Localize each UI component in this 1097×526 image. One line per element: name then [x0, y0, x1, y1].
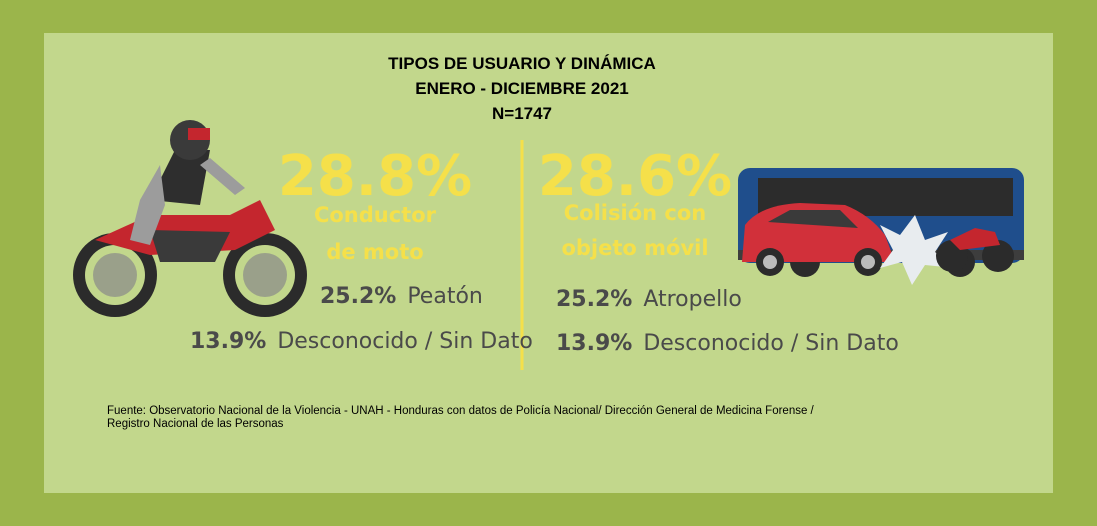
item-percent: 13.9% — [190, 329, 266, 354]
source: Fuente: Observatorio Nacional de la Viol… — [107, 405, 815, 417]
main-label: Colisión con — [564, 201, 706, 225]
item-percent: 13.9% — [556, 331, 632, 356]
main-label: Conductor — [314, 203, 437, 227]
title: TIPOS DE USUARIO Y DINÁMICA — [388, 54, 656, 73]
title: N=1747 — [492, 104, 552, 123]
item: 13.9% Desconocido / Sin Dato — [556, 331, 899, 356]
item: 13.9% Desconocido / Sin Dato — [190, 329, 533, 354]
main-percent: 28.8% — [278, 144, 472, 209]
item-percent: 25.2% — [556, 287, 632, 312]
infographic: TIPOS DE USUARIO Y DINÁMICA ENERO - DICI… — [0, 0, 1097, 526]
item-label: Atropello — [643, 287, 742, 312]
main-label: objeto móvil — [561, 236, 708, 260]
item-label: Peatón — [407, 284, 483, 309]
main-percent: 28.6% — [538, 144, 732, 209]
item-percent: 25.2% — [320, 284, 396, 309]
item-label: Desconocido / Sin Dato — [277, 329, 532, 354]
main-label: de moto — [326, 240, 423, 264]
item: 25.2% Atropello — [556, 287, 742, 312]
item: 25.2% Peatón — [320, 284, 483, 309]
item-label: Desconocido / Sin Dato — [643, 331, 898, 356]
source: Registro Nacional de las Personas — [107, 418, 284, 430]
title: ENERO - DICIEMBRE 2021 — [415, 79, 629, 98]
